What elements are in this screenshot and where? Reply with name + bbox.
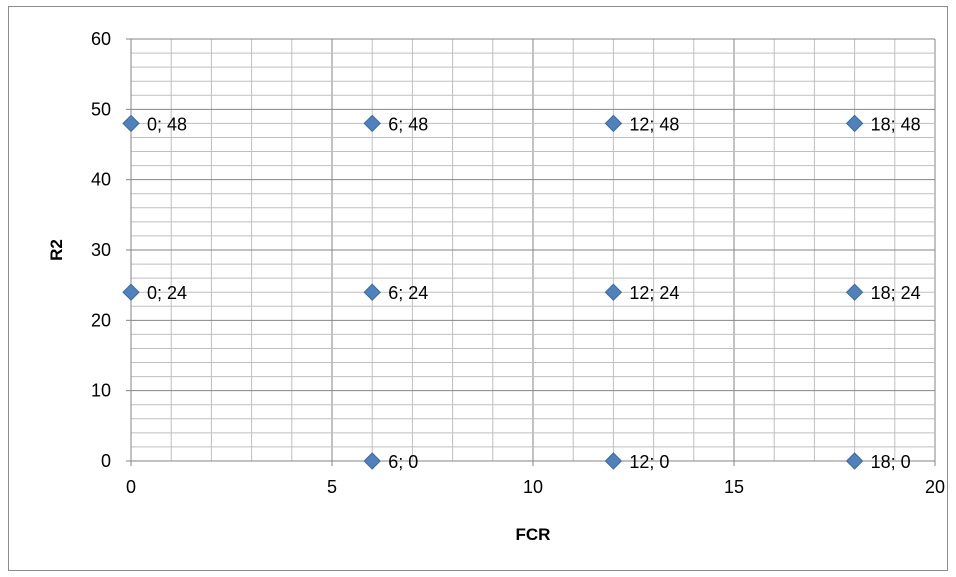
y-tick-label: 10	[91, 381, 111, 401]
x-axis-title: FCR	[516, 525, 551, 544]
data-point	[845, 114, 864, 133]
y-tick-label: 60	[91, 29, 111, 49]
y-tick-label: 50	[91, 99, 111, 119]
data-point	[122, 114, 140, 133]
data-point	[363, 114, 381, 133]
data-label: 6; 0	[388, 452, 418, 472]
data-point	[604, 114, 623, 133]
y-axis-title: R2	[47, 239, 66, 261]
y-tick-label: 40	[91, 170, 111, 190]
data-label: 6; 48	[388, 114, 428, 134]
data-point	[363, 283, 381, 301]
data-label: 18; 48	[871, 114, 921, 134]
x-tick-label: 10	[523, 477, 543, 497]
axes	[126, 38, 936, 466]
grid-lines	[130, 38, 936, 462]
chart-frame	[8, 6, 948, 571]
y-tick-label: 30	[91, 240, 111, 260]
data-label: 12; 24	[629, 283, 679, 303]
x-tick-label: 20	[925, 477, 945, 497]
data-points	[122, 114, 864, 470]
data-point	[122, 283, 140, 301]
data-point	[845, 283, 864, 301]
y-tick-label: 0	[101, 451, 111, 471]
data-label: 18; 0	[871, 452, 911, 472]
y-tick-label: 20	[91, 310, 111, 330]
data-label: 12; 48	[629, 114, 679, 134]
data-point	[845, 452, 864, 470]
data-label: 0; 48	[147, 114, 187, 134]
tick-labels: 0 5 10 15 20 0 10 20 30 40 50 60	[91, 29, 945, 497]
data-label: 18; 24	[871, 283, 921, 303]
data-label: 6; 24	[388, 283, 428, 303]
x-tick-label: 0	[126, 477, 136, 497]
data-point	[604, 452, 623, 470]
x-tick-label: 15	[724, 477, 744, 497]
data-label: 12; 0	[629, 452, 669, 472]
data-point	[363, 452, 381, 470]
data-labels: 0; 48 6; 48 12; 48 18; 48 0; 24 6; 24 12; 24 18…	[147, 114, 921, 472]
data-label: 0; 24	[147, 283, 187, 303]
x-tick-label: 5	[327, 477, 337, 497]
data-point	[604, 283, 623, 301]
